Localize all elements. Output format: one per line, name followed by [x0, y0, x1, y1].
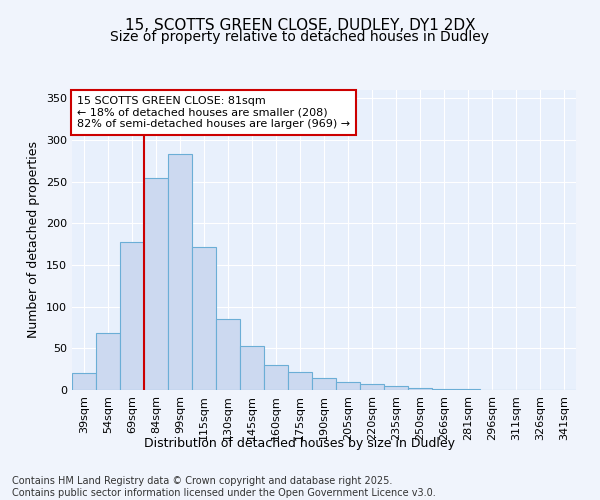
Bar [360, 384, 384, 390]
Bar [240, 346, 264, 390]
Bar [120, 242, 144, 390]
Bar [456, 389, 480, 390]
Bar [216, 319, 240, 390]
Text: Size of property relative to detached houses in Dudley: Size of property relative to detached ho… [110, 30, 490, 44]
Bar [384, 386, 408, 390]
Bar [192, 246, 216, 390]
Bar [72, 374, 96, 390]
Text: 15 SCOTTS GREEN CLOSE: 81sqm
← 18% of detached houses are smaller (208)
82% of s: 15 SCOTTS GREEN CLOSE: 81sqm ← 18% of de… [77, 96, 350, 129]
Bar [432, 389, 456, 390]
Bar [312, 378, 336, 390]
Bar [96, 334, 120, 390]
Text: 15, SCOTTS GREEN CLOSE, DUDLEY, DY1 2DX: 15, SCOTTS GREEN CLOSE, DUDLEY, DY1 2DX [125, 18, 475, 32]
Bar [168, 154, 192, 390]
Bar [408, 388, 432, 390]
Bar [336, 382, 360, 390]
Text: Contains HM Land Registry data © Crown copyright and database right 2025.
Contai: Contains HM Land Registry data © Crown c… [12, 476, 436, 498]
Bar [264, 365, 288, 390]
Bar [288, 372, 312, 390]
Text: Distribution of detached houses by size in Dudley: Distribution of detached houses by size … [145, 438, 455, 450]
Y-axis label: Number of detached properties: Number of detached properties [28, 142, 40, 338]
Bar [144, 178, 168, 390]
